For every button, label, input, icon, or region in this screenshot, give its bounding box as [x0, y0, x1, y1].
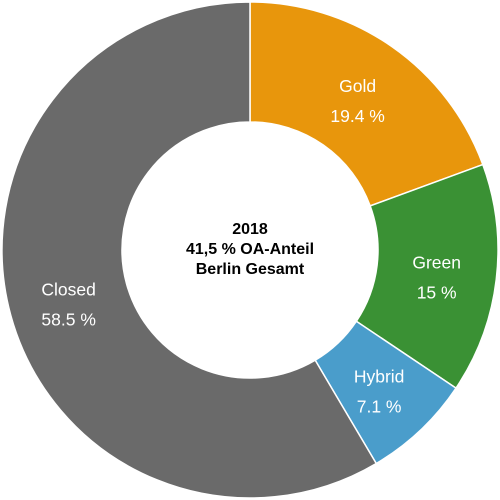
slice-value-closed: 58.5 %: [41, 310, 95, 330]
slice-value-gold: 19.4 %: [330, 106, 384, 126]
center-label-region: Berlin Gesamt: [196, 261, 305, 278]
slice-value-green: 15 %: [417, 282, 457, 302]
slice-closed: [1, 1, 378, 499]
slice-gold: [249, 1, 484, 207]
slice-label-green: Green: [412, 252, 461, 272]
center-label-share: 41,5 % OA-Anteil: [186, 241, 314, 258]
slice-label-hybrid: Hybrid: [354, 367, 405, 387]
slice-value-hybrid: 7.1 %: [357, 397, 402, 417]
slice-labels-group: Gold 19.4 % Green 15 % Hybrid 7.1 % Closed 58.5…: [41, 76, 461, 417]
center-label-group: 2018 41,5 % OA-Anteil Berlin Gesamt: [186, 221, 314, 278]
slice-green: [355, 163, 499, 390]
slice-label-closed: Closed: [41, 280, 95, 300]
slice-label-gold: Gold: [339, 76, 376, 96]
center-label-year: 2018: [232, 221, 268, 238]
